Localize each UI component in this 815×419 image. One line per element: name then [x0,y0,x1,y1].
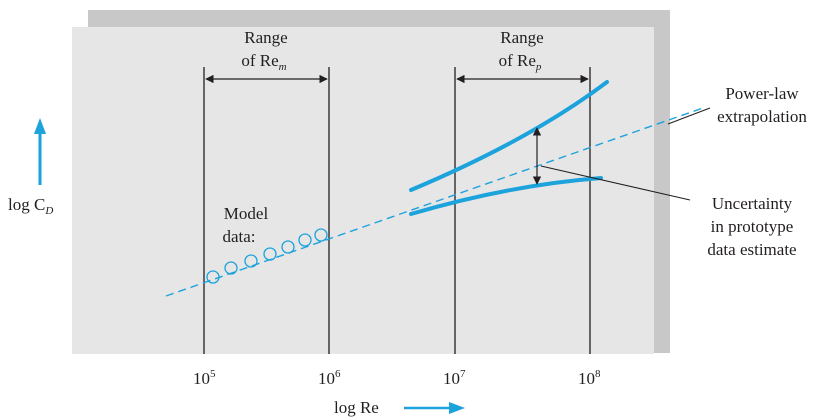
power-law-label-line2: extrapolation [717,107,807,126]
uncertainty-label-line1: Uncertainty [712,194,793,213]
model-data-label-line1: Model [224,204,269,223]
model-data-point [224,261,238,275]
range-prototype-label-line2: of Rep [499,51,542,73]
model-data-point [314,228,328,242]
power-law-label-line1: Power-law [725,84,799,103]
range-model-label-line2: of Rem [241,51,286,73]
range-model-label-line1: Range [244,28,287,47]
x-tick-label: 106 [318,368,341,388]
model-data-point [263,247,277,261]
x-axis-arrowhead-icon [449,402,465,414]
y-axis-label: log CD [8,195,53,217]
y-axis-arrowhead-icon [34,118,46,134]
model-data-markers [206,228,328,284]
x-tick-label: 105 [193,368,216,388]
x-tick-label: 108 [578,368,601,388]
uncertainty-leader [540,165,691,201]
uncertainty-label-line3: data estimate [707,240,796,259]
x-axis-label: log Re [334,398,379,417]
model-data-point [206,270,220,284]
power-law-leader [667,107,711,125]
x-tick-label: 107 [443,368,466,388]
model-data-point [281,240,295,254]
upper-prototype-curve [409,80,609,192]
model-data-point [244,254,258,268]
model-data-point [298,233,312,247]
range-prototype-label-line1: Range [500,28,543,47]
plot-panel [72,27,654,354]
lower-prototype-curve [409,176,603,216]
model-data-label-line2: data: [222,227,255,246]
uncertainty-label-line2: in prototype [711,217,794,236]
